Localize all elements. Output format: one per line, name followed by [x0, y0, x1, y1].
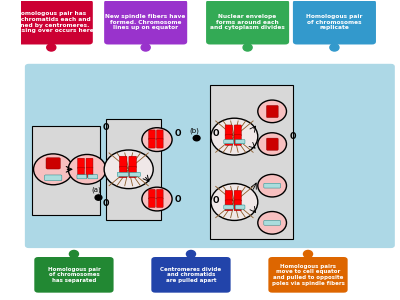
FancyBboxPatch shape: [293, 0, 376, 44]
Text: O: O: [103, 199, 109, 208]
Circle shape: [258, 174, 286, 197]
FancyBboxPatch shape: [148, 138, 155, 148]
Circle shape: [193, 135, 200, 141]
Circle shape: [34, 154, 73, 185]
FancyBboxPatch shape: [225, 190, 232, 201]
FancyBboxPatch shape: [129, 156, 136, 167]
Text: O: O: [290, 132, 296, 141]
Text: Homologous pair
of chromosomes
replicate: Homologous pair of chromosomes replicate: [306, 14, 363, 31]
FancyBboxPatch shape: [148, 130, 155, 140]
Text: O: O: [212, 196, 219, 205]
Circle shape: [104, 150, 153, 189]
FancyBboxPatch shape: [119, 156, 127, 167]
FancyBboxPatch shape: [104, 0, 187, 44]
FancyBboxPatch shape: [25, 64, 395, 248]
FancyBboxPatch shape: [88, 175, 98, 179]
Text: (b): (b): [190, 127, 200, 134]
FancyBboxPatch shape: [224, 140, 234, 144]
FancyBboxPatch shape: [148, 198, 155, 208]
FancyBboxPatch shape: [266, 138, 278, 150]
Text: O: O: [174, 194, 181, 203]
Text: Homologous pair has
2x chromatids each and
joined by centromeres.
Crossing over : Homologous pair has 2x chromatids each a…: [7, 11, 96, 33]
FancyBboxPatch shape: [34, 257, 114, 293]
FancyBboxPatch shape: [234, 134, 241, 145]
FancyBboxPatch shape: [44, 175, 62, 181]
FancyBboxPatch shape: [129, 166, 136, 178]
FancyBboxPatch shape: [130, 172, 140, 176]
Text: New spindle fibers have
formed. Chromosome
lines up on equator: New spindle fibers have formed. Chromoso…: [106, 14, 186, 31]
FancyBboxPatch shape: [268, 257, 348, 293]
FancyBboxPatch shape: [225, 200, 232, 211]
Circle shape: [47, 44, 56, 51]
Circle shape: [142, 128, 172, 152]
Text: O: O: [103, 123, 109, 132]
Text: Homologous pairs
move to cell equator
and pulled to opposite
poles via spindle f: Homologous pairs move to cell equator an…: [272, 264, 344, 286]
FancyBboxPatch shape: [106, 119, 161, 220]
Text: O: O: [212, 129, 219, 138]
Text: O: O: [174, 129, 181, 138]
FancyBboxPatch shape: [264, 183, 280, 188]
FancyBboxPatch shape: [46, 158, 60, 169]
FancyBboxPatch shape: [156, 138, 163, 148]
FancyBboxPatch shape: [225, 134, 232, 145]
FancyBboxPatch shape: [86, 158, 93, 168]
Text: Nuclear envelope
forms around each
and cytoplasm divides: Nuclear envelope forms around each and c…: [210, 14, 285, 31]
Text: Centromeres divide
and chromatids
are pulled apart: Centromeres divide and chromatids are pu…: [160, 266, 222, 283]
Circle shape: [258, 100, 286, 123]
FancyBboxPatch shape: [234, 190, 241, 201]
FancyBboxPatch shape: [264, 220, 280, 225]
FancyBboxPatch shape: [86, 167, 93, 178]
FancyBboxPatch shape: [156, 189, 163, 199]
Circle shape: [330, 44, 339, 51]
Text: Homologous pair
of chromosomes
has separated: Homologous pair of chromosomes has separ…: [48, 266, 100, 283]
FancyBboxPatch shape: [234, 125, 241, 136]
FancyBboxPatch shape: [235, 140, 245, 144]
FancyBboxPatch shape: [117, 172, 128, 176]
Circle shape: [95, 195, 102, 200]
FancyBboxPatch shape: [210, 85, 293, 239]
Text: (a): (a): [92, 187, 102, 193]
FancyBboxPatch shape: [10, 0, 93, 44]
FancyBboxPatch shape: [234, 200, 241, 211]
FancyBboxPatch shape: [77, 175, 87, 179]
FancyBboxPatch shape: [119, 166, 127, 178]
FancyBboxPatch shape: [156, 130, 163, 140]
FancyBboxPatch shape: [32, 126, 100, 215]
FancyBboxPatch shape: [225, 125, 232, 136]
FancyBboxPatch shape: [206, 0, 289, 44]
Circle shape: [211, 184, 258, 220]
Circle shape: [186, 250, 196, 258]
Circle shape: [68, 154, 106, 184]
FancyBboxPatch shape: [266, 105, 278, 118]
Circle shape: [142, 187, 172, 211]
Circle shape: [258, 212, 286, 234]
Circle shape: [141, 44, 150, 51]
FancyBboxPatch shape: [156, 198, 163, 208]
FancyBboxPatch shape: [78, 158, 84, 168]
Circle shape: [70, 250, 78, 258]
FancyBboxPatch shape: [151, 257, 231, 293]
Circle shape: [258, 133, 286, 155]
FancyBboxPatch shape: [78, 167, 84, 178]
Circle shape: [243, 44, 252, 51]
FancyBboxPatch shape: [224, 205, 234, 209]
FancyBboxPatch shape: [235, 205, 245, 209]
Circle shape: [304, 250, 312, 258]
Circle shape: [211, 118, 258, 155]
FancyBboxPatch shape: [148, 189, 155, 199]
